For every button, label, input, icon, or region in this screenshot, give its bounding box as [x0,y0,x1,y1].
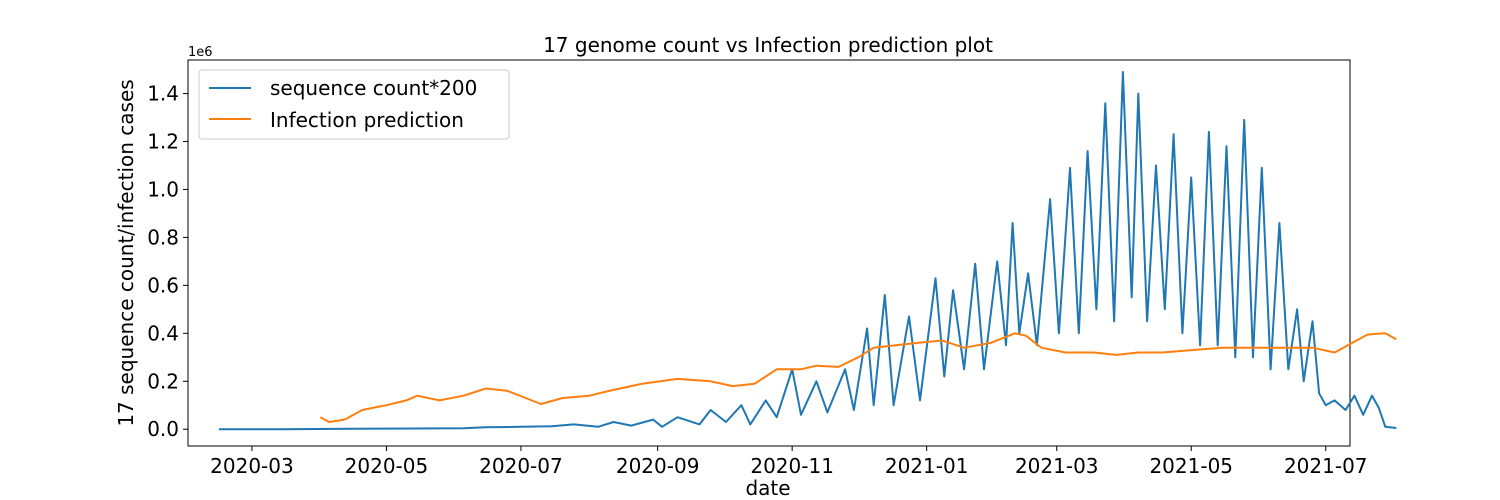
x-tick-label: 2020-03 [210,454,294,478]
legend-label-infection: Infection prediction [270,108,464,132]
chart-title: 17 genome count vs Infection prediction … [543,33,993,57]
x-tick-label: 2020-07 [479,454,563,478]
y-tick-label: 0.8 [147,225,179,249]
y-tick-label: 0.4 [147,321,179,345]
plot-area [187,59,1351,447]
series-line-infection-prediction [319,332,1397,423]
y-tick-label: 1.0 [147,177,179,201]
y-tick-label: 1.2 [147,130,179,154]
y-tick-label: 0.2 [147,369,179,393]
y-tick-label: 1.4 [147,82,179,106]
x-axis: 2020-03 2020-05 2020-07 2020-09 2020-11 2021-… [210,446,1368,478]
y-offset-label: 1e6 [188,45,213,60]
x-axis-label: date [745,476,790,500]
legend-frame [198,69,510,140]
legend: sequence count*200 Infection prediction [198,69,510,140]
y-axis: 0.0 0.2 0.4 0.6 0.8 1.0 1.2 1.4 [147,82,188,441]
x-tick-label: 2021-03 [1015,454,1099,478]
x-tick-label: 2020-05 [345,454,429,478]
y-tick-label: 0.6 [147,273,179,297]
series-layer [218,71,1397,431]
x-tick-label: 2021-05 [1149,454,1233,478]
y-axis-label: 17 sequence count/infection cases [114,79,138,426]
x-tick-label: 2020-11 [750,454,834,478]
x-tick-label: 2021-07 [1284,454,1368,478]
x-tick-label: 2021-01 [885,454,969,478]
y-tick-label: 0.0 [147,417,179,441]
plot-frame [187,59,1351,447]
x-tick-label: 2020-09 [616,454,700,478]
legend-label-sequence: sequence count*200 [270,76,477,100]
